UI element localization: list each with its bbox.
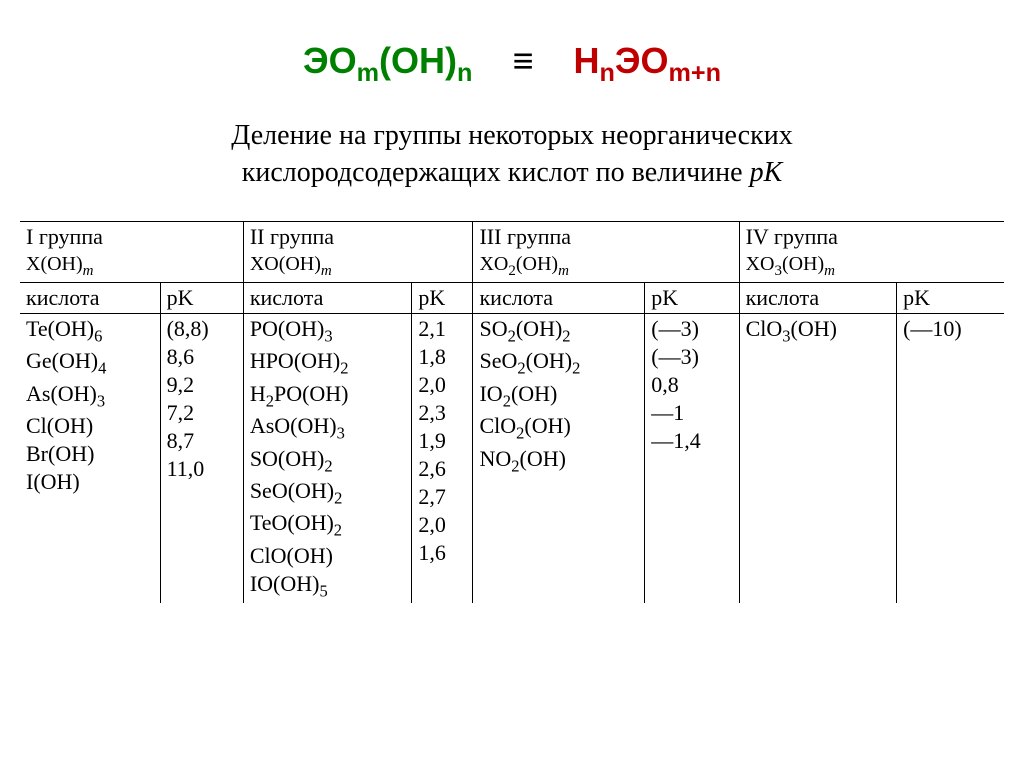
pk-value: 1,9	[418, 428, 466, 454]
pk-value: 2,3	[418, 400, 466, 426]
col-acid-3: кислота	[473, 282, 645, 313]
caption-line2a: кислородсодержащих кислот по величине	[242, 157, 750, 188]
pk-value: 1,8	[418, 344, 466, 370]
col-acid-2: кислота	[243, 282, 412, 313]
pk-group-2: 2,11,82,02,31,92,62,72,01,6	[412, 313, 473, 603]
pk-group-3: (—3)(—3)0,8—1—1,4	[645, 313, 739, 603]
pk-value: 8,6	[167, 344, 237, 370]
pk-value: 2,0	[418, 372, 466, 398]
group-header-1: I группа X(OH)m	[20, 221, 243, 282]
pk-group-1: (8,8)8,69,27,28,711,0	[160, 313, 243, 603]
acid-formula: H2PO(OH)	[250, 381, 406, 411]
col-pk-4: pK	[897, 282, 1004, 313]
acid-formula: SO(OH)2	[250, 446, 406, 476]
acid-formula: IO2(OH)	[479, 381, 638, 411]
acid-formula: PO(OH)3	[250, 316, 406, 346]
acids-group-4: ClO3(OH)	[739, 313, 897, 603]
acid-formula: ClO2(OH)	[479, 413, 638, 443]
col-pk-1: pK	[160, 282, 243, 313]
acid-formula: IO(OH)5	[250, 571, 406, 601]
acid-formula: Br(OH)	[26, 441, 154, 467]
acid-formula: SeO(OH)2	[250, 478, 406, 508]
pk-value: 0,8	[651, 372, 732, 398]
group-header-4: IV группа XO3(OH)m	[739, 221, 1004, 282]
acids-group-3: SO2(OH)2SeO2(OH)2IO2(OH)ClO2(OH)NO2(OH)	[473, 313, 645, 603]
caption: Деление на группы некоторых неорганическ…	[112, 118, 912, 191]
pk-value: (8,8)	[167, 316, 237, 342]
acid-formula: Te(OH)6	[26, 316, 154, 346]
acid-formula: AsO(OH)3	[250, 413, 406, 443]
heading-formula: ЭОm(OH)n ≡ HnЭОm+n	[20, 40, 1004, 88]
pk-value: (—3)	[651, 344, 732, 370]
pk-value: 7,2	[167, 400, 237, 426]
acid-formula: I(OH)	[26, 469, 154, 495]
pk-value: —1	[651, 400, 732, 426]
acid-formula: As(OH)3	[26, 381, 154, 411]
col-pk-3: pK	[645, 282, 739, 313]
pk-value: —1,4	[651, 428, 732, 454]
acid-formula: ClO(OH)	[250, 543, 406, 569]
caption-line1: Деление на группы некоторых неорганическ…	[231, 120, 792, 151]
acid-formula: NO2(OH)	[479, 446, 638, 476]
col-pk-2: pK	[412, 282, 473, 313]
acid-formula: SO2(OH)2	[479, 316, 638, 346]
acid-formula: Ge(OH)4	[26, 348, 154, 378]
pk-group-4: (—10)	[897, 313, 1004, 603]
pk-value: 9,2	[167, 372, 237, 398]
group-header-2: II группа XO(OH)m	[243, 221, 473, 282]
pk-value: 11,0	[167, 456, 237, 482]
acid-formula: SeO2(OH)2	[479, 348, 638, 378]
pk-value: 8,7	[167, 428, 237, 454]
acid-formula: Cl(OH)	[26, 413, 154, 439]
col-acid-1: кислота	[20, 282, 160, 313]
acid-groups-table: I группа X(OH)m II группа XO(OH)m III гр…	[20, 221, 1004, 603]
group-header-3: III группа XO2(OH)m	[473, 221, 739, 282]
pk-value: (—3)	[651, 316, 732, 342]
pk-value: (—10)	[903, 316, 998, 342]
formula-right: HnЭОm+n	[573, 40, 721, 81]
acid-formula: HPO(OH)2	[250, 348, 406, 378]
pk-value: 2,1	[418, 316, 466, 342]
acid-formula: ClO3(OH)	[746, 316, 891, 346]
acid-formula: TeO(OH)2	[250, 510, 406, 540]
acids-group-2: PO(OH)3HPO(OH)2H2PO(OH)AsO(OH)3SO(OH)2Se…	[243, 313, 412, 603]
formula-left: ЭОm(OH)n	[303, 40, 472, 81]
acids-group-1: Te(OH)6Ge(OH)4As(OH)3Cl(OH)Br(OH)I(OH)	[20, 313, 160, 603]
col-acid-4: кислота	[739, 282, 897, 313]
caption-pK: pK	[750, 157, 783, 188]
pk-value: 1,6	[418, 540, 466, 566]
pk-value: 2,0	[418, 512, 466, 538]
pk-value: 2,7	[418, 484, 466, 510]
formula-equiv: ≡	[512, 40, 533, 81]
pk-value: 2,6	[418, 456, 466, 482]
